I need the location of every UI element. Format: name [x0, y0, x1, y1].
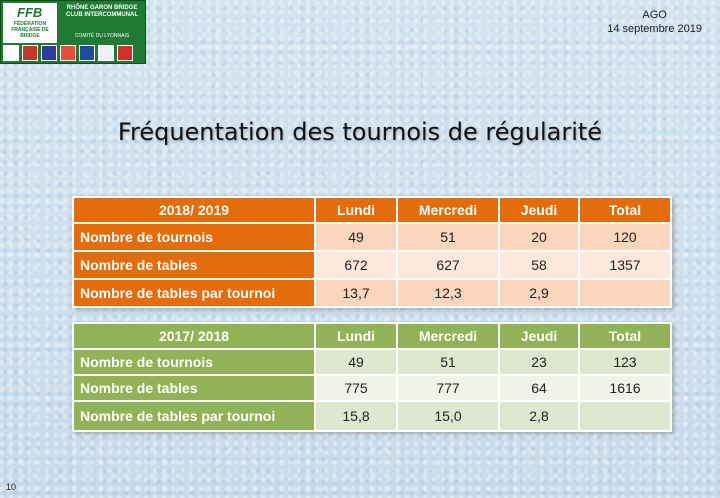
table-row: Nombre de tables 775 777 64 1616: [74, 376, 670, 400]
table-cell: 15,0: [398, 402, 498, 430]
column-header: Total: [580, 198, 670, 222]
table-cell: 23: [500, 350, 578, 374]
page-number: 10: [6, 482, 17, 492]
table-cell: 49: [316, 350, 396, 374]
stats-table-2018-2019: 2018/ 2019 Lundi Mercredi Jeudi Total No…: [72, 196, 672, 308]
table-cell: 51: [398, 224, 498, 250]
badge-icon: [41, 45, 57, 61]
badge-icon: [98, 45, 114, 61]
table-row: Nombre de tables par tournoi 13,7 12,3 2…: [74, 280, 670, 306]
slide-title: Fréquentation des tournois de régularité: [117, 118, 603, 146]
table-cell: 2,8: [500, 402, 578, 430]
table-cell: 12,3: [398, 280, 498, 306]
column-header: Jeudi: [500, 324, 578, 348]
table-cell: 1616: [580, 376, 670, 400]
table-row: Nombre de tournois 49 51 20 120: [74, 224, 670, 250]
meeting-info: AGO 14 septembre 2019: [607, 8, 702, 36]
table-cell: 1357: [580, 252, 670, 278]
row-label: Nombre de tables: [74, 252, 314, 278]
table-header-row: 2017/ 2018 Lundi Mercredi Jeudi Total: [74, 324, 670, 348]
season-header: 2017/ 2018: [74, 324, 314, 348]
table-cell: 777: [398, 376, 498, 400]
table-cell: [580, 280, 670, 306]
row-label: Nombre de tournois: [74, 224, 314, 250]
table-cell: 672: [316, 252, 396, 278]
column-header: Jeudi: [500, 198, 578, 222]
table-cell: 58: [500, 252, 578, 278]
table-cell: 775: [316, 376, 396, 400]
ffb-logo-subtitle: FÉDÉRATION FRANÇAISE DE BRIDGE: [11, 21, 49, 39]
table-row: Nombre de tables 672 627 58 1357: [74, 252, 670, 278]
club-logo: FFB FÉDÉRATION FRANÇAISE DE BRIDGE RHÔNE…: [0, 0, 146, 64]
table-cell: 15,8: [316, 402, 396, 430]
table-cell: 2,9: [500, 280, 578, 306]
table-cell: 627: [398, 252, 498, 278]
badge-icon: [79, 45, 95, 61]
row-label: Nombre de tournois: [74, 350, 314, 374]
ffb-logo-text: FFB: [17, 5, 43, 20]
table-row: Nombre de tables par tournoi 15,8 15,0 2…: [74, 402, 670, 430]
row-label: Nombre de tables par tournoi: [74, 402, 314, 430]
row-label: Nombre de tables par tournoi: [74, 280, 314, 306]
season-header: 2018/ 2019: [74, 198, 314, 222]
table-cell: 64: [500, 376, 578, 400]
club-committee: COMITÉ DU LYONNAIS: [74, 33, 130, 39]
column-header: Total: [580, 324, 670, 348]
partner-badges: [3, 45, 133, 61]
table-cell: 51: [398, 350, 498, 374]
meeting-name: AGO: [642, 9, 667, 21]
column-header: Lundi: [316, 198, 396, 222]
stats-table-2017-2018: 2017/ 2018 Lundi Mercredi Jeudi Total No…: [72, 322, 672, 432]
table-header-row: 2018/ 2019 Lundi Mercredi Jeudi Total: [74, 198, 670, 222]
badge-icon: [22, 45, 38, 61]
meeting-date: 14 septembre 2019: [607, 23, 702, 35]
table-row: Nombre de tournois 49 51 23 123: [74, 350, 670, 374]
table-cell: 123: [580, 350, 670, 374]
badge-icon: [117, 45, 133, 61]
column-header: Mercredi: [398, 324, 498, 348]
column-header: Mercredi: [398, 198, 498, 222]
badge-icon: [3, 45, 19, 61]
table-cell: 120: [580, 224, 670, 250]
badge-icon: [60, 45, 76, 61]
club-name: RHÔNE GARON BRIDGE CLUB INTERCOMMUNAL: [66, 5, 138, 18]
table-cell: 49: [316, 224, 396, 250]
ffb-logo: FFB FÉDÉRATION FRANÇAISE DE BRIDGE: [3, 3, 57, 43]
table-cell: 20: [500, 224, 578, 250]
row-label: Nombre de tables: [74, 376, 314, 400]
table-cell: [580, 402, 670, 430]
column-header: Lundi: [316, 324, 396, 348]
table-cell: 13,7: [316, 280, 396, 306]
